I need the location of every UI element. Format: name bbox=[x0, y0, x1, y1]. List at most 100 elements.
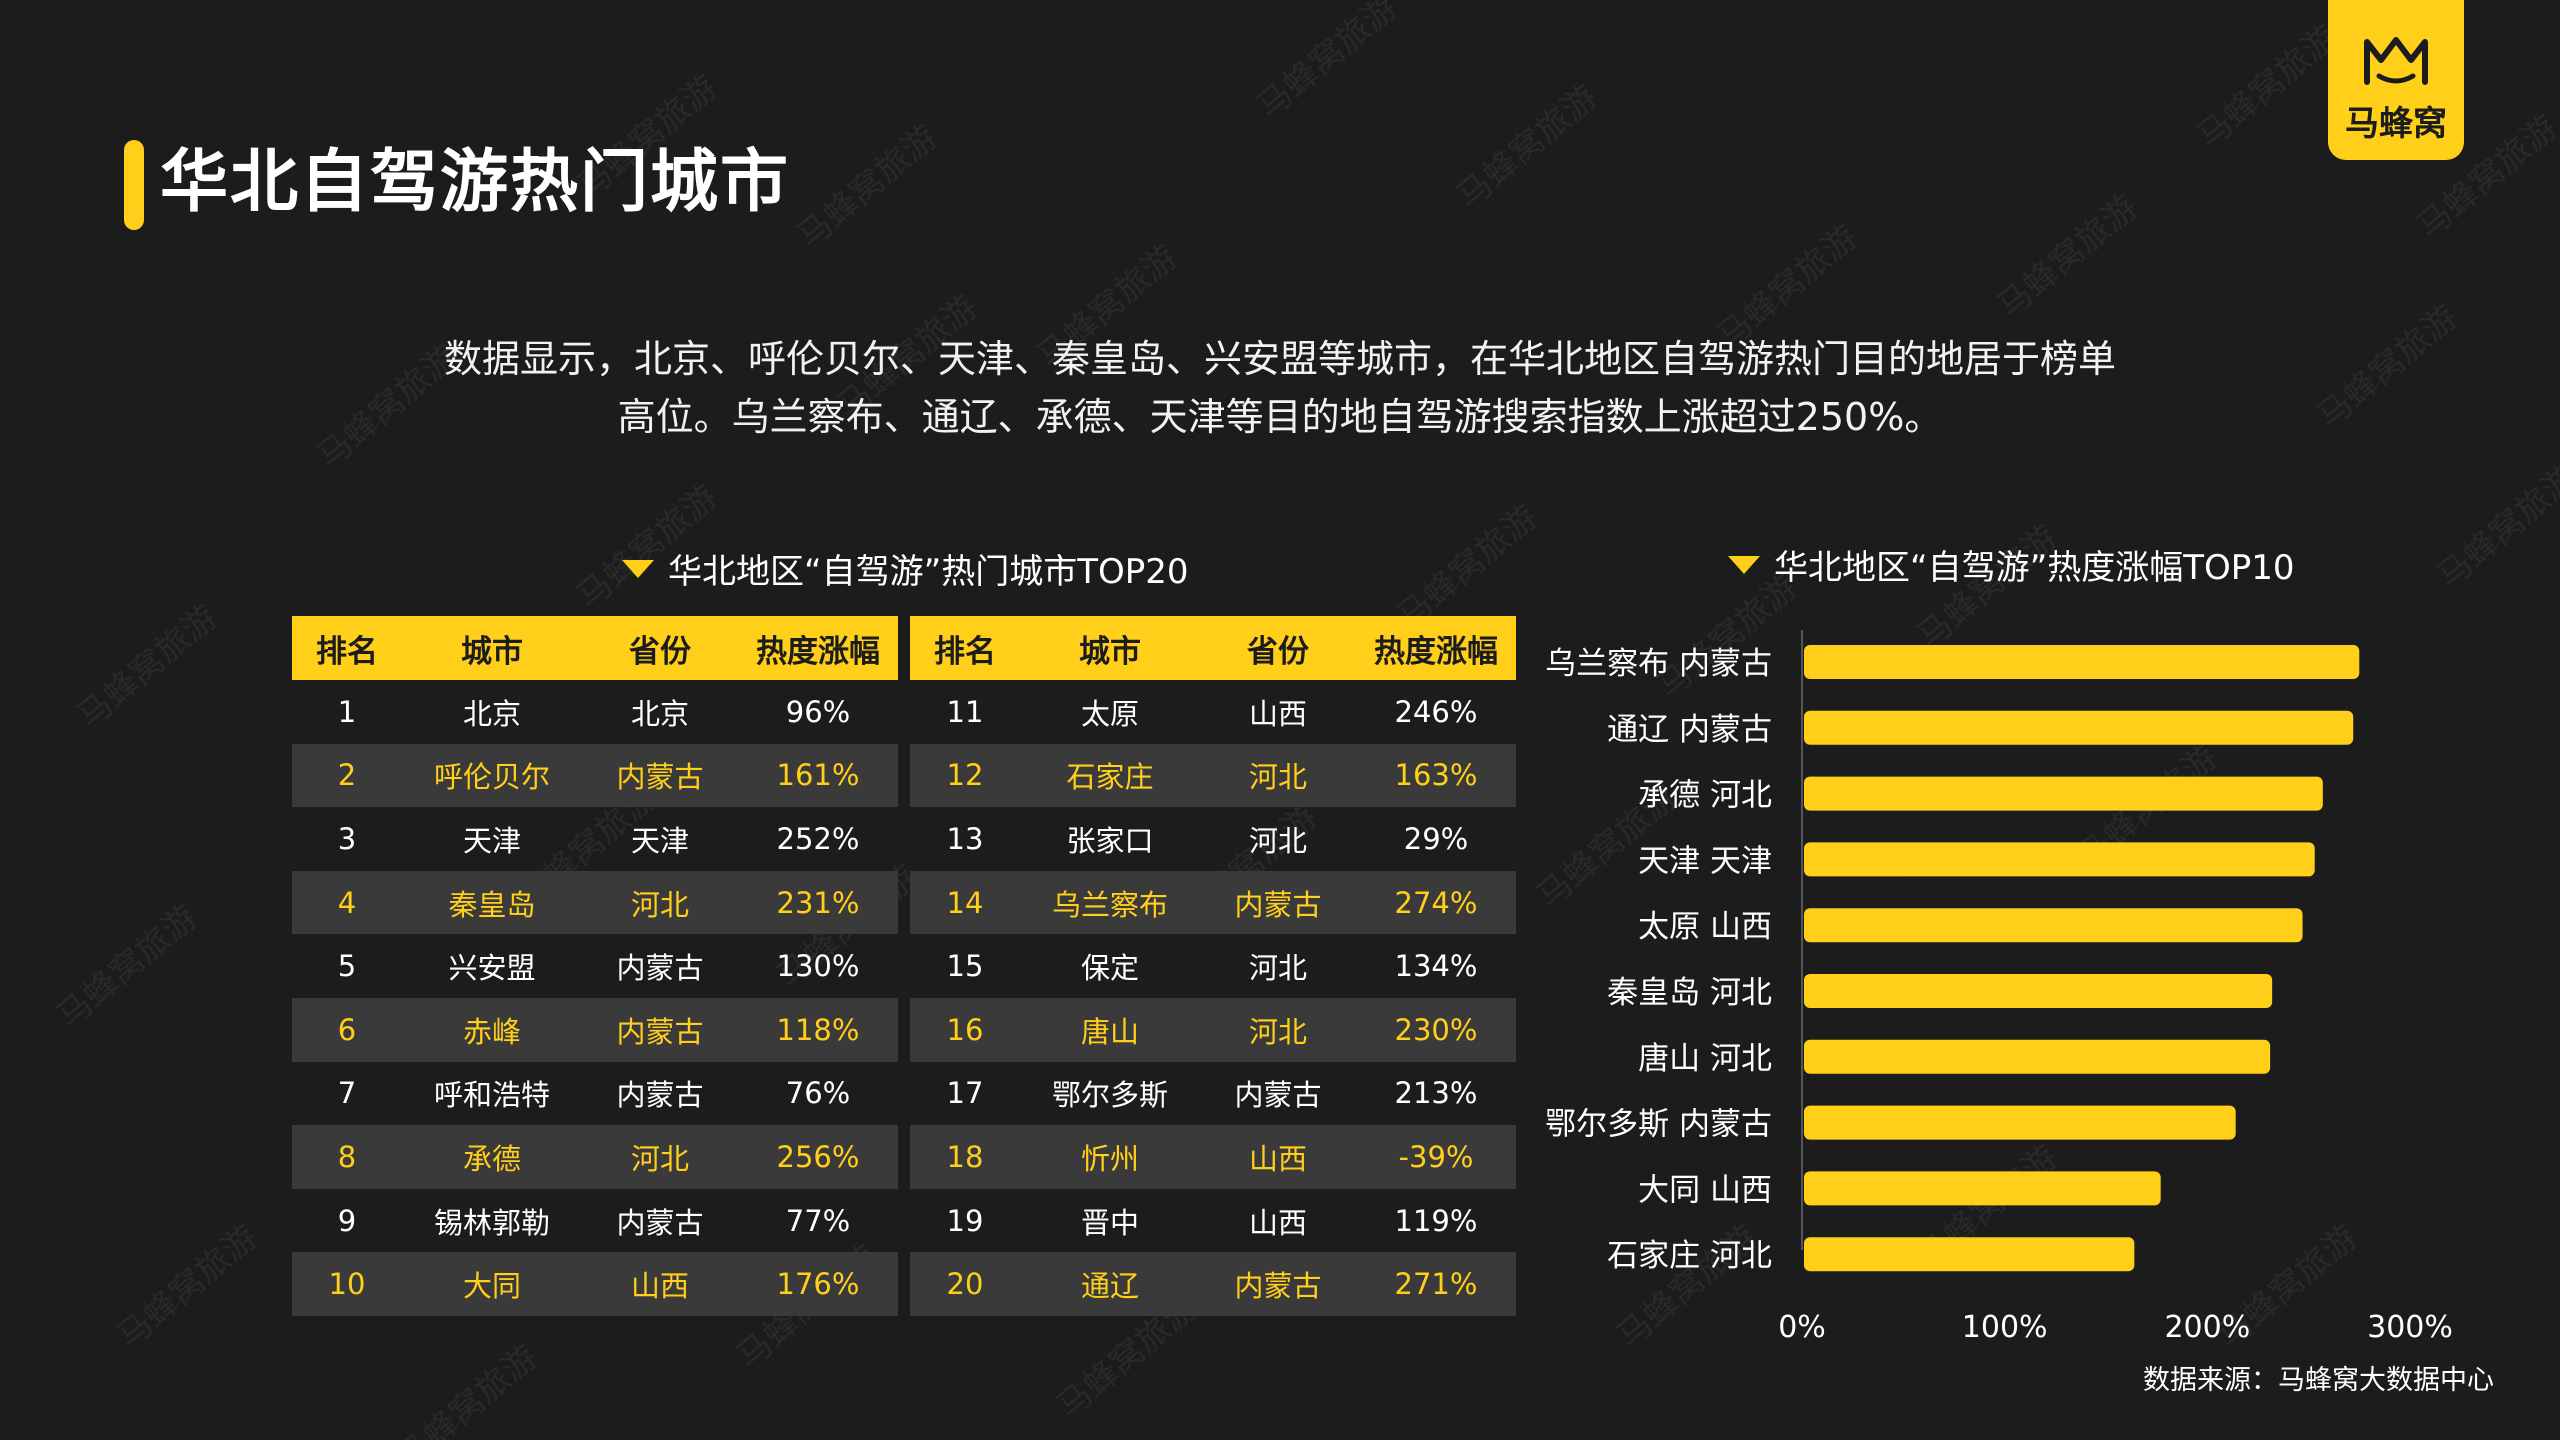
cell-city: 秦皇岛 bbox=[402, 870, 582, 935]
cell-rank: 10 bbox=[292, 1252, 402, 1316]
cell-growth: 29% bbox=[1403, 821, 1469, 856]
table-row: 2 呼伦贝尔 内蒙古 161% bbox=[292, 743, 898, 808]
bar bbox=[1804, 1039, 2271, 1074]
bar bbox=[1804, 776, 2323, 811]
cell-rank: 18 bbox=[910, 1125, 1020, 1189]
watermark-text: 马蜂窝旅游 bbox=[69, 597, 226, 738]
cell-growth: 213% bbox=[1394, 1076, 1478, 1111]
column-header-city: 城市 bbox=[1020, 616, 1200, 680]
x-tick-label: 100% bbox=[1962, 1310, 2048, 1345]
cell-growth: 130% bbox=[776, 949, 860, 984]
column-header-city: 城市 bbox=[402, 616, 582, 680]
bar-category-label: 大同 山西 bbox=[1638, 1172, 1772, 1208]
bar-category-label: 唐山 河北 bbox=[1638, 1041, 1772, 1077]
cell-growth: 96% bbox=[785, 694, 851, 729]
cell-rank: 7 bbox=[337, 1076, 357, 1111]
bar bbox=[1804, 1171, 2161, 1206]
cell-province: 河北 bbox=[582, 870, 738, 935]
cell-city: 保定 bbox=[1080, 951, 1139, 986]
cell-rank: 1 bbox=[337, 694, 357, 729]
cell-growth: 274% bbox=[1356, 870, 1516, 935]
triangle-down-icon bbox=[622, 559, 654, 578]
cell-rank: 14 bbox=[910, 870, 1020, 935]
column-header-rank: 排名 bbox=[292, 616, 402, 680]
column-header-growth: 热度涨幅 bbox=[738, 616, 898, 680]
logo-text: 马蜂窝 bbox=[2345, 104, 2447, 144]
cell-province: 内蒙古 bbox=[616, 951, 704, 986]
data-source: 数据来源：马蜂窝大数据中心 bbox=[2143, 1365, 2494, 1396]
summary-text: 数据显示，北京、呼伦贝尔、天津、秦皇岛、兴安盟等城市，在华北地区自驾游热门目的地… bbox=[300, 330, 2260, 446]
cell-city: 大同 bbox=[402, 1252, 582, 1316]
column-header-province: 省份 bbox=[582, 616, 738, 680]
bar-category-label: 承德 河北 bbox=[1638, 778, 1772, 814]
cell-rank: 6 bbox=[292, 997, 402, 1062]
table-row: 9 锡林郭勒 内蒙古 77% bbox=[292, 1189, 898, 1253]
watermark-text: 马蜂窝旅游 bbox=[1449, 77, 1606, 218]
cell-province: 内蒙古 bbox=[582, 743, 738, 808]
cell-city: 承德 bbox=[402, 1125, 582, 1189]
bar bbox=[1804, 710, 2354, 745]
table-row: 13 张家口 河北 29% bbox=[910, 807, 1516, 871]
cell-growth: 163% bbox=[1356, 743, 1516, 808]
cell-province: 内蒙古 bbox=[1234, 1078, 1322, 1113]
cell-growth: 230% bbox=[1356, 997, 1516, 1062]
cell-province: 河北 bbox=[1200, 743, 1356, 808]
watermark-text: 马蜂窝旅游 bbox=[1249, 0, 1406, 128]
cell-rank: 20 bbox=[910, 1252, 1020, 1316]
cell-rank: 16 bbox=[910, 997, 1020, 1062]
page-title: 华北自驾游热门城市 bbox=[160, 143, 791, 222]
x-tick-label: 300% bbox=[2367, 1310, 2453, 1345]
bar bbox=[1804, 908, 2303, 943]
watermark-text: 马蜂窝旅游 bbox=[2429, 457, 2560, 598]
table-row: 18 忻州 山西 -39% bbox=[910, 1125, 1516, 1189]
cell-growth: 231% bbox=[738, 870, 898, 935]
cell-province: 山西 bbox=[1248, 696, 1307, 731]
bar bbox=[1804, 1237, 2135, 1272]
x-tick-label: 0% bbox=[1778, 1310, 1826, 1345]
ranking-table-left: 排名 城市 省份 热度涨幅 1 北京 北京 96% 2 呼伦贝尔 内蒙古 161% 3 天津 天津 252%… bbox=[292, 616, 898, 1316]
bar bbox=[1804, 1105, 2236, 1140]
table-row: 8 承德 河北 256% bbox=[292, 1125, 898, 1189]
bar-category-label: 乌兰察布 内蒙古 bbox=[1545, 646, 1772, 682]
title-accent-bar bbox=[124, 140, 144, 230]
cell-city: 乌兰察布 bbox=[1020, 870, 1200, 935]
watermark-text: 马蜂窝旅游 bbox=[1989, 187, 2146, 328]
cell-rank: 15 bbox=[946, 949, 984, 984]
cell-growth: 246% bbox=[1394, 694, 1478, 729]
cell-rank: 9 bbox=[337, 1203, 357, 1238]
bar-category-label: 太原 山西 bbox=[1638, 909, 1772, 945]
cell-city: 太原 bbox=[1080, 696, 1139, 731]
table-section-header: 华北地区“自驾游”热门城市TOP20 bbox=[622, 544, 1189, 593]
cell-rank: 11 bbox=[946, 694, 984, 729]
table-row: 4 秦皇岛 河北 231% bbox=[292, 870, 898, 935]
cell-province: 河北 bbox=[1248, 823, 1307, 858]
cell-rank: 4 bbox=[292, 870, 402, 935]
cell-city: 呼伦贝尔 bbox=[402, 743, 582, 808]
bar-category-label: 通辽 内蒙古 bbox=[1607, 712, 1772, 748]
cell-growth: 256% bbox=[738, 1125, 898, 1189]
table-header-row: 排名 城市 省份 热度涨幅 bbox=[292, 616, 898, 680]
cell-growth: 252% bbox=[776, 821, 860, 856]
cell-province: 河北 bbox=[582, 1125, 738, 1189]
table-row: 19 晋中 山西 119% bbox=[910, 1189, 1516, 1253]
cell-growth: 134% bbox=[1394, 949, 1478, 984]
cell-province: 内蒙古 bbox=[616, 1205, 704, 1240]
cell-rank: 3 bbox=[337, 821, 357, 856]
cell-rank: 17 bbox=[946, 1076, 984, 1111]
cell-province: 内蒙古 bbox=[582, 997, 738, 1062]
x-tick-label: 200% bbox=[2164, 1310, 2250, 1345]
cell-rank: 2 bbox=[292, 743, 402, 808]
bar-section-title: 华北地区“自驾游”热度涨幅TOP10 bbox=[1774, 548, 2295, 588]
cell-growth: 161% bbox=[738, 743, 898, 808]
logo-m-icon bbox=[2364, 37, 2428, 85]
watermark-text: 马蜂窝旅游 bbox=[389, 1337, 546, 1440]
cell-rank: 19 bbox=[946, 1203, 984, 1238]
table-row: 3 天津 天津 252% bbox=[292, 807, 898, 871]
table-row: 1 北京 北京 96% bbox=[292, 680, 898, 744]
cell-city: 赤峰 bbox=[402, 997, 582, 1062]
bar-category-label: 鄂尔多斯 内蒙古 bbox=[1545, 1107, 1772, 1143]
cell-city: 呼和浩特 bbox=[433, 1078, 550, 1113]
table-row: 5 兴安盟 内蒙古 130% bbox=[292, 934, 898, 998]
